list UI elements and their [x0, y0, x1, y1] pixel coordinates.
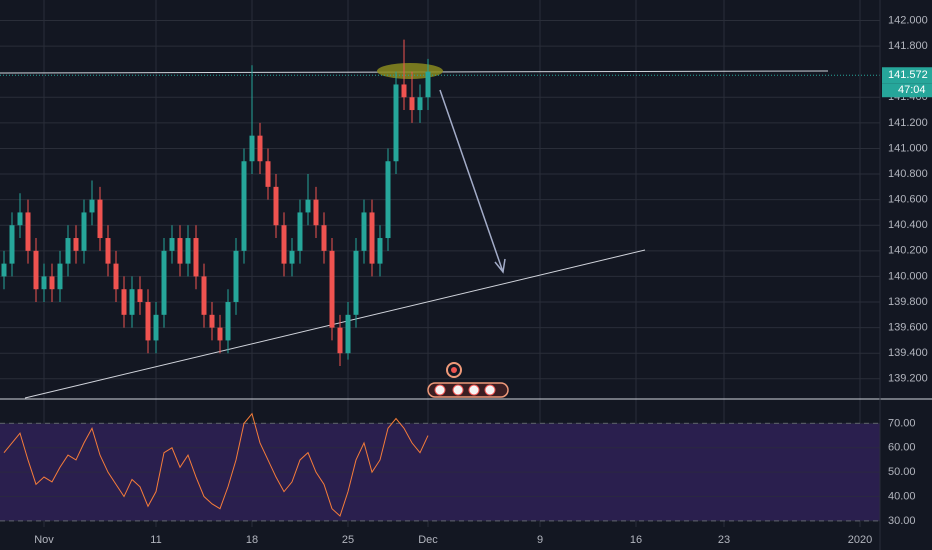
candle-body	[385, 161, 391, 239]
candle-body	[369, 212, 375, 264]
candle-body	[377, 238, 383, 264]
y-tick-label: 70.00	[888, 417, 916, 429]
candle-body	[233, 250, 239, 303]
y-tick-label: 141.200	[888, 117, 928, 129]
candle-body	[273, 186, 279, 226]
candle-body	[145, 302, 151, 341]
event-icon	[452, 384, 464, 396]
candle-body	[289, 250, 295, 264]
event-icon	[434, 384, 446, 396]
candle-body	[169, 238, 175, 251]
y-tick-label: 60.00	[888, 442, 916, 454]
candle-body	[297, 212, 303, 251]
candle-body	[89, 199, 95, 213]
x-tick-label: 11	[150, 534, 161, 546]
arrow-head	[494, 258, 506, 274]
candle-body	[265, 161, 271, 187]
rsi-line	[3, 412, 429, 517]
candle-body	[353, 250, 359, 315]
x-tick-label: 9	[537, 534, 543, 546]
candle-body	[281, 225, 287, 264]
candle-body	[425, 71, 431, 98]
arrow-shaft	[439, 89, 504, 273]
y-tick-label: 142.000	[888, 14, 928, 26]
y-tick-label: 140.400	[888, 219, 928, 231]
candle-body	[161, 250, 167, 315]
candle-body	[217, 327, 223, 341]
candle-body	[41, 276, 47, 290]
x-tick-label: 18	[246, 534, 258, 546]
candle-body	[345, 314, 351, 354]
x-tick-label: Dec	[418, 534, 438, 546]
y-tick-label: 139.800	[888, 296, 928, 308]
countdown-box	[882, 83, 932, 98]
candle-body	[393, 84, 399, 162]
candle-body	[81, 212, 87, 251]
candle-body	[193, 238, 199, 277]
candle-body	[201, 276, 207, 315]
y-tick-label: 140.600	[888, 194, 928, 206]
candle-body	[33, 250, 39, 290]
y-tick-label: 40.00	[888, 490, 916, 502]
event-icon	[484, 384, 496, 396]
candle-body	[241, 161, 247, 251]
candle-body	[225, 302, 231, 341]
candle-body	[153, 314, 159, 341]
highlight-ellipse	[377, 63, 443, 79]
x-tick-label: Nov	[34, 534, 54, 546]
y-tick-label: 141.000	[888, 142, 928, 154]
candle-body	[329, 250, 335, 328]
candle-body	[25, 212, 31, 251]
candle-body	[321, 225, 327, 251]
candle-body	[337, 327, 343, 354]
x-tick-label: 2020	[848, 534, 872, 546]
candle-body	[97, 199, 103, 239]
last-price-label: 141.572	[888, 69, 928, 81]
candle-body	[129, 289, 135, 315]
y-tick-label: 140.000	[888, 270, 928, 282]
candle-body	[409, 97, 415, 111]
candle-body	[361, 212, 367, 251]
y-tick-label: 140.200	[888, 245, 928, 257]
y-tick-label: 30.00	[888, 515, 916, 527]
y-tick-label: 139.600	[888, 322, 928, 334]
support-trendline	[24, 249, 646, 399]
candle-body	[121, 289, 127, 315]
candle-body	[209, 314, 215, 328]
candle-body	[9, 225, 15, 264]
candle-body	[105, 238, 111, 264]
candle-body	[137, 289, 143, 303]
y-tick-label: 140.800	[888, 168, 928, 180]
candle-body	[1, 263, 7, 277]
candle-body	[249, 135, 255, 162]
x-tick-label: 25	[342, 534, 354, 546]
candle-body	[177, 238, 183, 264]
candle-body	[185, 238, 191, 264]
candle-body	[401, 84, 407, 98]
candle-body	[313, 199, 319, 226]
candle-body	[17, 212, 23, 226]
event-icon-dot	[451, 367, 457, 373]
x-tick-label: 16	[630, 534, 642, 546]
x-tick-label: 23	[718, 534, 730, 546]
y-tick-label: 141.800	[888, 40, 928, 52]
y-tick-label: 139.400	[888, 347, 928, 359]
candle-body	[65, 238, 71, 264]
y-tick-label: 50.00	[888, 466, 916, 478]
candle-body	[73, 238, 79, 251]
candle-body	[257, 135, 263, 162]
countdown-label: 47:04	[898, 84, 926, 96]
last-price-box	[882, 67, 932, 84]
candle-body	[49, 276, 55, 290]
event-icon	[468, 384, 480, 396]
y-tick-label: 139.200	[888, 373, 928, 385]
candle-body	[57, 263, 63, 290]
candle-body	[305, 199, 311, 213]
candle-body	[113, 263, 119, 290]
candle-body	[417, 97, 423, 111]
